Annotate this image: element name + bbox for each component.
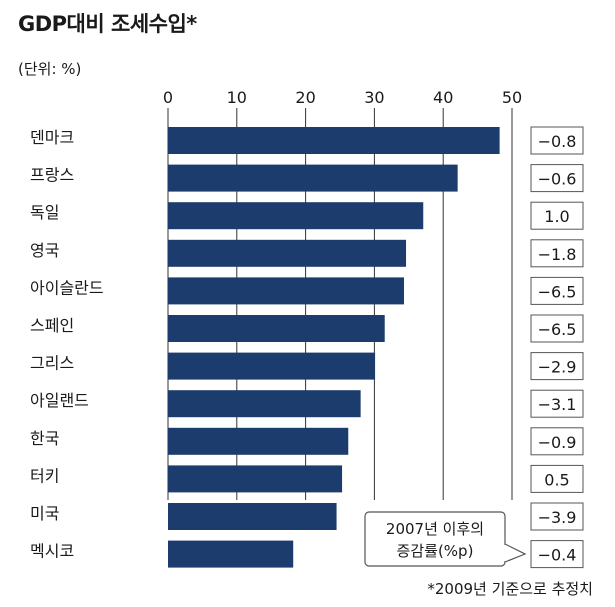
callout-label-line1: 2007년 이후의 <box>386 520 484 538</box>
change-box <box>530 126 584 155</box>
change-box <box>530 239 584 268</box>
change-value: −3.9 <box>538 508 577 527</box>
footnote: *2009년 기준으로 추정치 <box>427 580 593 598</box>
x-tick-label: 10 <box>227 88 247 107</box>
change-value: 1.0 <box>544 207 569 226</box>
category-label: 미국 <box>30 504 59 523</box>
change-value: 0.5 <box>544 470 569 489</box>
change-box <box>530 464 584 493</box>
change-value: −6.5 <box>538 320 577 339</box>
bar <box>168 503 337 530</box>
unit-label: (단위: %) <box>18 60 82 78</box>
callout-label-line2: 증감률(%p) <box>397 542 474 560</box>
change-box <box>530 427 584 456</box>
change-value: −2.9 <box>538 358 577 377</box>
bar <box>168 164 458 192</box>
category-label: 덴마크 <box>30 128 74 147</box>
callout-box <box>364 511 506 567</box>
change-value: −3.1 <box>538 395 577 414</box>
bar <box>168 540 294 568</box>
x-tick-label: 0 <box>163 88 173 107</box>
bar <box>168 465 343 493</box>
x-tick-label: 50 <box>502 88 522 107</box>
category-label: 스페인 <box>30 316 74 335</box>
change-value: −0.8 <box>538 132 577 151</box>
category-label: 아일랜드 <box>30 391 89 410</box>
bar <box>168 202 424 230</box>
category-label: 그리스 <box>30 354 74 373</box>
category-label: 터키 <box>30 466 59 485</box>
change-box <box>530 276 584 305</box>
change-box <box>530 389 584 418</box>
change-value: −0.6 <box>538 170 577 189</box>
callout-pointer <box>504 543 527 563</box>
change-box <box>530 352 584 381</box>
category-label: 프랑스 <box>30 166 74 185</box>
change-box <box>530 540 584 569</box>
change-box <box>530 164 584 193</box>
change-value: −0.9 <box>538 433 577 452</box>
bar <box>168 390 361 418</box>
bar <box>168 277 404 305</box>
change-box <box>530 314 584 343</box>
x-tick-label: 20 <box>295 88 315 107</box>
change-value: −1.8 <box>538 245 577 264</box>
x-tick-label: 30 <box>364 88 384 107</box>
change-value: −6.5 <box>538 282 577 301</box>
category-label: 영국 <box>30 241 59 260</box>
change-box <box>530 201 584 230</box>
change-value: −0.4 <box>538 546 577 565</box>
category-label: 한국 <box>30 429 59 448</box>
category-label: 아이슬란드 <box>30 278 104 297</box>
bar <box>168 127 500 154</box>
bar <box>168 427 349 455</box>
bar <box>168 239 407 267</box>
bar <box>168 352 376 380</box>
change-box <box>530 502 584 531</box>
category-label: 멕시코 <box>30 542 74 561</box>
chart-title: GDP대비 조세수입* <box>18 12 197 36</box>
x-tick-label: 40 <box>433 88 453 107</box>
bar <box>168 315 385 342</box>
category-label: 독일 <box>30 203 59 222</box>
